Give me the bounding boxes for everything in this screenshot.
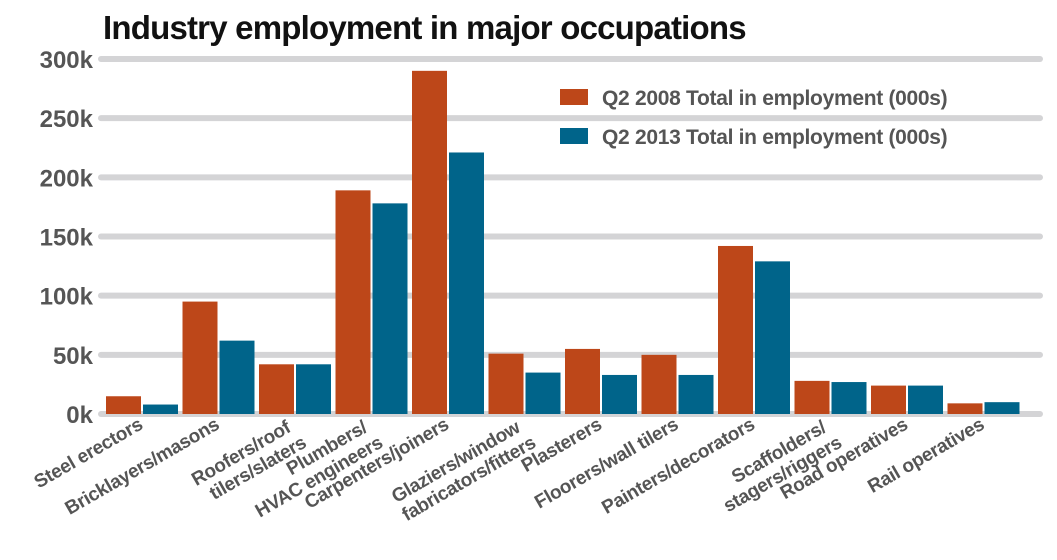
y-axis-ticks: 0k 50k 100k 150k 200k 250k 300k <box>40 47 94 429</box>
bar-2008 <box>182 301 218 414</box>
bar-2013 <box>984 402 1020 414</box>
bar-2013 <box>755 261 790 414</box>
y-tick-label: 0k <box>66 402 93 429</box>
y-tick-label: 100k <box>40 284 94 311</box>
bar-2008 <box>412 70 447 414</box>
bar-2013 <box>602 374 637 414</box>
bar-2008 <box>794 380 830 414</box>
bar-2008 <box>565 348 600 414</box>
bar-2008 <box>947 403 983 414</box>
bar-2008 <box>488 353 524 414</box>
y-tick-label: 300k <box>40 47 94 74</box>
bar-2013 <box>908 385 943 414</box>
bar-2013 <box>525 372 561 414</box>
legend-swatch <box>560 128 588 144</box>
bar-2013 <box>143 404 178 414</box>
legend-swatch <box>560 89 588 105</box>
gridlines <box>98 56 1043 417</box>
y-tick-label: 250k <box>40 106 94 133</box>
legend: Q2 2008 Total in employment (000s) Q2 201… <box>560 87 948 149</box>
y-tick-label: 200k <box>40 165 94 192</box>
bar-2008 <box>718 245 753 414</box>
bar-2008 <box>871 385 906 414</box>
bar-2008 <box>259 364 294 414</box>
x-axis-labels: Steel erectorsBricklayers/masonsRoofers/… <box>31 414 988 526</box>
bar-2013 <box>678 374 714 414</box>
bar-2008 <box>641 354 677 414</box>
bars <box>106 70 1020 414</box>
bar-2013 <box>219 340 255 414</box>
bar-2013 <box>372 203 408 414</box>
chart-title: Industry employment in major occupations <box>103 9 746 46</box>
legend-label: Q2 2008 Total in employment (000s) <box>602 87 947 110</box>
bar-2008 <box>335 190 371 414</box>
legend-label: Q2 2013 Total in employment (000s) <box>602 126 947 149</box>
y-tick-label: 50k <box>53 343 94 370</box>
bar-2013 <box>449 152 484 414</box>
y-tick-label: 150k <box>40 225 94 252</box>
bar-2013 <box>296 364 331 414</box>
bar-2008 <box>106 396 141 414</box>
bar-2013 <box>831 382 867 414</box>
